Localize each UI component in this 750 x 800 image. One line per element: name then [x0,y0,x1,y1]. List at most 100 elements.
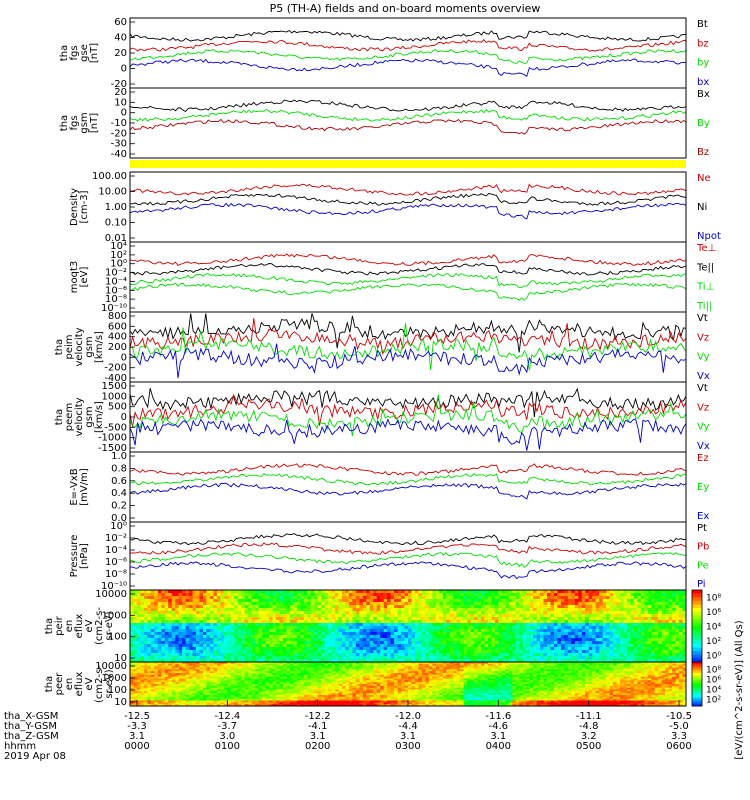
heatmap-cell [227,611,232,615]
heatmap-cell [157,614,162,618]
heatmap-cell [355,665,360,668]
heatmap-cell [442,647,447,651]
heatmap-cell [234,611,239,615]
heatmap-cell [411,602,416,606]
heatmap-cell [564,614,569,618]
heatmap-cell [654,638,659,642]
heatmap-cell [216,611,221,615]
heatmap-cell [376,629,381,633]
heatmap-cell [380,662,385,665]
heatmap-cell [599,614,604,618]
heatmap-cell [216,656,221,660]
heatmap-cell [182,650,187,654]
heatmap-cell [505,663,510,667]
heatmap-cell [626,665,631,668]
heatmap-cell [557,653,562,657]
heatmap-cell [585,608,590,612]
heatmap-cell [258,656,263,660]
heatmap-cell [602,641,607,645]
heatmap-cell [571,647,576,651]
heatmap-cell [484,638,489,642]
heatmap-cell [199,614,204,618]
heatmap-cell [602,617,607,621]
heatmap-cell [189,659,194,663]
heatmap-cell [428,662,433,665]
heatmap-cell [130,602,134,606]
heatmap-cell [633,611,638,615]
heatmap-cell [307,629,312,633]
heatmap-cell [321,650,326,654]
heatmap-cell [359,644,364,648]
heatmap-cell [279,659,284,663]
heatmap-cell [387,667,392,670]
heatmap-cell [620,626,624,630]
heatmap-cell [206,590,211,594]
heatmap-cell [421,638,426,642]
heatmap-cell [467,617,472,621]
heatmap-cell [168,662,173,665]
heatmap-cell [672,596,677,600]
heatmap-cell [348,665,353,668]
heatmap-cell [665,662,670,665]
heatmap-cell [481,596,485,600]
heatmap-cell [439,663,444,667]
heatmap-cell [578,614,583,618]
heatmap-cell [606,611,611,615]
heatmap-cell [456,602,461,606]
heatmap-cell [411,590,416,594]
heatmap-cell [189,665,194,668]
heatmap-cell [321,596,326,600]
heatmap-cell [595,669,600,672]
y-axis-label: tha [59,45,70,61]
heatmap-cell [397,663,402,667]
heatmap-cell [234,596,239,600]
heatmap-cell [526,667,531,670]
heatmap-cell [547,638,551,642]
heatmap-cell [550,629,555,633]
heatmap-cell [595,614,600,618]
heatmap-cell [154,623,159,627]
heatmap-cell [442,656,447,660]
heatmap-cell [595,638,600,642]
heatmap-cell [401,617,406,621]
heatmap-cell [171,656,176,660]
heatmap-cell [342,659,346,663]
heatmap-cell [282,671,287,674]
heatmap-cell [679,617,683,621]
heatmap-cell [230,608,235,612]
heatmap-cell [449,650,454,654]
heatmap-cell [442,650,447,654]
heatmap-cell [234,608,239,612]
heatmap-cell [282,629,287,633]
heatmap-cell [536,596,541,600]
heatmap-cell [401,653,406,657]
heatmap-cell [640,665,645,668]
heatmap-cell [154,632,159,636]
heatmap-cell [300,620,305,624]
heatmap-cell [366,656,371,660]
heatmap-cell [682,608,687,612]
heatmap-cell [383,596,388,600]
heatmap-cell [623,620,628,624]
heatmap-cell [192,667,197,670]
heatmap-cell [578,590,583,594]
heatmap-cell [289,596,294,600]
heatmap-cell [383,608,388,612]
heatmap-cell [342,602,346,606]
heatmap-cell [154,641,159,645]
heatmap-cell [508,644,513,648]
heatmap-cell [140,641,145,645]
heatmap-cell [560,644,565,648]
series-line-vx [129,418,687,451]
heatmap-cell [588,663,593,667]
heatmap-cell [547,602,551,606]
heatmap-cell [216,669,221,672]
heatmap-cell [206,620,211,624]
heatmap-cell [234,665,239,668]
heatmap-cell [307,667,312,670]
heatmap-cell [623,650,628,654]
heatmap-cell [279,671,284,674]
heatmap-cell [234,602,239,606]
heatmap-cell [220,644,225,648]
heatmap-cell [321,620,326,624]
